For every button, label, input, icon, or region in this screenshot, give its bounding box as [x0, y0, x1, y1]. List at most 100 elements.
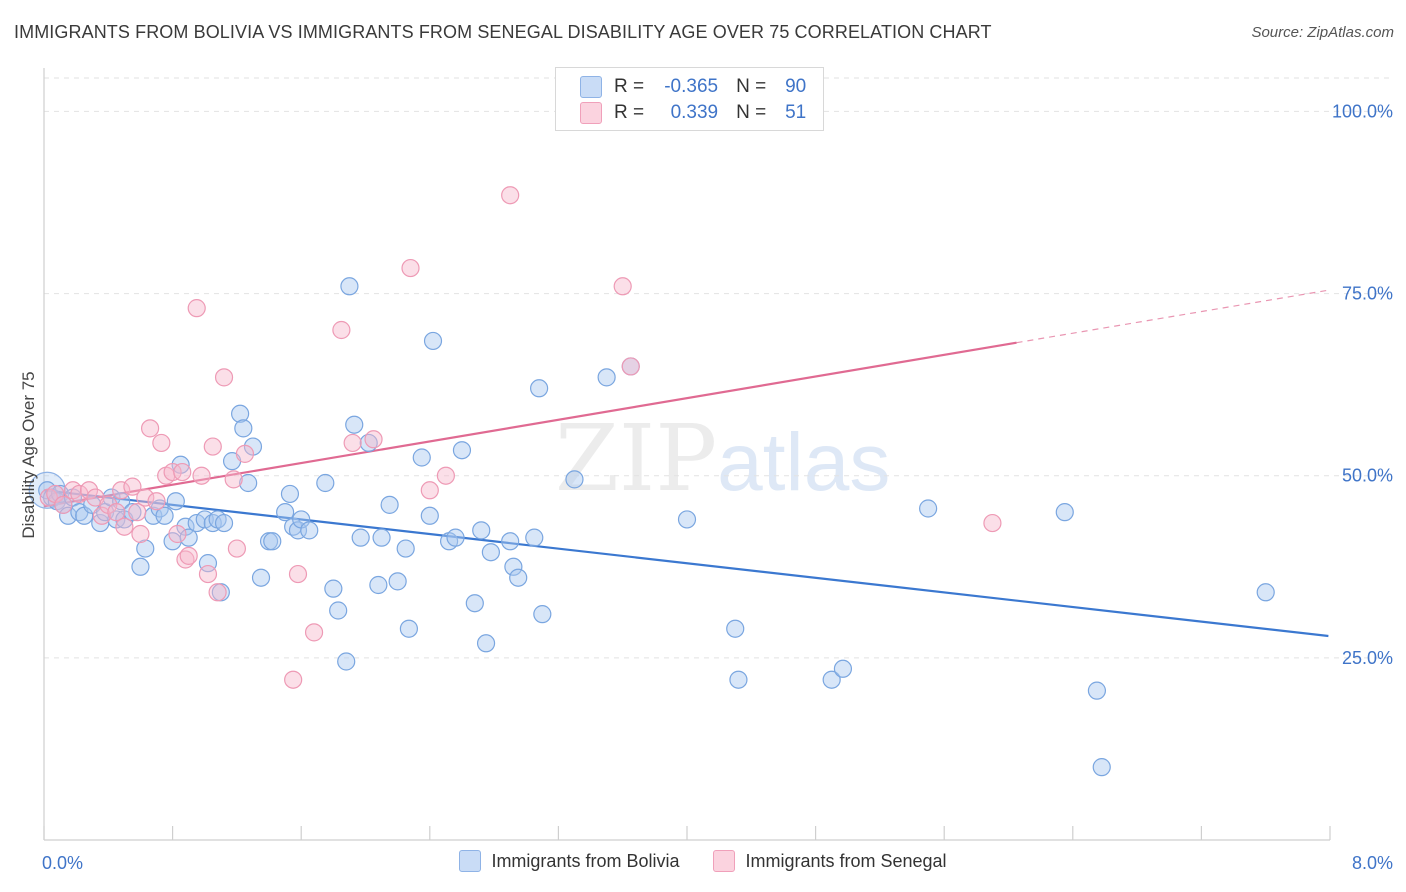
point-senegal [163, 462, 182, 482]
point-senegal [621, 357, 640, 376]
point-bolivia [214, 513, 234, 533]
x-tick-label: 8.0% [1352, 853, 1393, 873]
trend-line-senegal [43, 341, 1017, 508]
point-senegal [235, 444, 255, 463]
point-senegal [107, 503, 126, 522]
point-bolivia [472, 521, 491, 540]
point-bolivia [380, 495, 399, 514]
point-senegal [208, 583, 227, 602]
point-bolivia [1055, 503, 1074, 522]
point-bolivia [1092, 758, 1111, 777]
point-senegal [115, 517, 134, 536]
stats-row-senegal: R = 0.339 N = 51 [580, 102, 806, 124]
point-senegal [92, 506, 111, 525]
point-bolivia [423, 331, 443, 351]
source-label: Source: ZipAtlas.com [1251, 24, 1394, 41]
trend-lines [43, 289, 1331, 638]
x-tick-label: 0.0% [42, 853, 83, 873]
point-bolivia [329, 601, 348, 620]
point-senegal [128, 503, 147, 522]
watermark-atlas: atlas [717, 417, 891, 508]
point-bolivia [1087, 681, 1107, 700]
y-tick-label: 75.0% [1342, 284, 1393, 304]
y-axis-title: Disability Age Over 75 [19, 371, 38, 538]
point-bolivia [446, 528, 465, 547]
point-senegal [173, 462, 192, 482]
point-senegal [192, 466, 211, 485]
point-bolivia [300, 521, 319, 540]
point-bolivia [388, 572, 407, 591]
point-senegal [304, 623, 324, 642]
stats-n-value: 90 [785, 76, 807, 97]
point-bolivia [504, 557, 523, 576]
point-bolivia [136, 539, 155, 558]
point-bolivia [340, 277, 359, 296]
point-senegal [288, 564, 308, 584]
point-senegal [123, 477, 142, 496]
stats-n-label: N = [736, 76, 767, 97]
legend-swatch-bolivia [459, 850, 482, 872]
point-senegal [136, 488, 155, 507]
point-bolivia [59, 506, 78, 525]
point-bolivia [234, 419, 253, 438]
data-points [28, 186, 1275, 777]
point-bolivia [263, 532, 282, 551]
chart-title: IMMIGRANTS FROM BOLIVIA VS IMMIGRANTS FR… [14, 22, 992, 42]
stats-swatch-bolivia [580, 76, 602, 98]
point-bolivia [729, 670, 748, 689]
point-bolivia [565, 470, 584, 489]
point-senegal [152, 433, 171, 453]
point-bolivia [597, 368, 616, 387]
trend-line-extension [1016, 289, 1331, 344]
point-bolivia [476, 634, 496, 653]
point-bolivia [822, 670, 841, 689]
point-senegal [140, 419, 160, 438]
point-bolivia [1256, 583, 1275, 602]
y-tick-label: 50.0% [1342, 466, 1393, 486]
point-bolivia [179, 528, 198, 547]
point-bolivia [324, 579, 343, 598]
point-bolivia [280, 484, 300, 504]
point-bolivia [481, 543, 500, 562]
point-senegal [131, 524, 150, 544]
point-senegal [284, 670, 303, 689]
point-senegal [613, 277, 632, 296]
point-senegal [79, 481, 99, 500]
point-senegal [343, 433, 362, 453]
point-senegal [401, 258, 420, 278]
point-bolivia [509, 568, 528, 587]
stats-r-value: 0.339 [670, 102, 719, 123]
point-bolivia [412, 448, 431, 467]
stats-n-label: N = [736, 102, 767, 123]
stats-n-value: 51 [785, 102, 807, 123]
point-bolivia [525, 528, 544, 547]
point-bolivia [231, 404, 250, 423]
point-bolivia [833, 659, 853, 678]
y-tick-label: 100.0% [1332, 101, 1393, 121]
grid-lines [44, 77, 1392, 659]
legend-item-bolivia[interactable]: Immigrants from Bolivia [459, 850, 679, 872]
point-senegal [420, 481, 439, 500]
stats-legend: R = -0.365 N = 90 R = 0.339 N = 51 [555, 67, 824, 131]
point-bolivia [345, 415, 364, 434]
point-senegal [54, 495, 73, 514]
point-bolivia [239, 473, 258, 493]
point-bolivia [251, 568, 271, 587]
legend-label-senegal: Immigrants from Senegal [745, 850, 947, 871]
legend-item-senegal[interactable]: Immigrants from Senegal [713, 850, 947, 872]
trend-line-bolivia [43, 489, 1329, 638]
point-bolivia [276, 503, 295, 522]
point-senegal [203, 437, 222, 456]
axis-labels: 25.0% 50.0% 75.0% 100.0% 0.0% 8.0% Disability … [19, 101, 1393, 873]
point-bolivia [166, 492, 185, 511]
point-bolivia [501, 532, 520, 551]
point-bolivia [533, 605, 552, 624]
point-bolivia [530, 379, 549, 398]
point-bolivia [420, 506, 439, 525]
point-senegal [147, 492, 166, 511]
point-senegal [214, 368, 234, 387]
point-senegal [198, 564, 218, 584]
point-senegal [364, 430, 383, 449]
point-senegal [227, 539, 246, 558]
